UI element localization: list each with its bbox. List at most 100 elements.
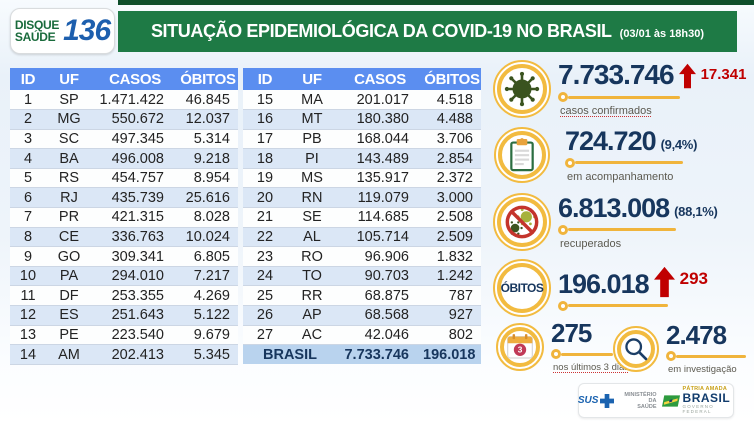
stat-em-acompanhamento: 724.720 (9,4%) em acompanhamento [494, 127, 697, 183]
table-cell: 13 [10, 325, 46, 346]
table-cell: 21 [243, 207, 287, 228]
investigation-label: em investigação [668, 364, 737, 375]
stat-obitos: ÓBITOS 196.018 293 [493, 259, 708, 317]
obitos-circle-label: ÓBITOS [500, 281, 544, 295]
table-cell: PE [46, 325, 92, 346]
table-cell: 4.488 [423, 109, 481, 130]
column-header-obitos: ÓBITOS [423, 68, 481, 90]
table-cell: SP [46, 90, 92, 111]
table-cell: 253.355 [92, 285, 178, 307]
table-row: 7 PR 421.315 8.028 [10, 207, 238, 228]
table-row: 11 DF 253.355 4.269 [10, 285, 238, 307]
logo-line2: SAÚDE [14, 30, 56, 44]
update-timestamp: (03/01 às 18h30) [619, 27, 705, 40]
table-cell: 8.028 [178, 207, 238, 228]
table-cell: RR [287, 285, 337, 307]
clipboard-icon [510, 138, 534, 172]
table-cell: RO [287, 246, 337, 267]
table-cell: 11 [10, 285, 46, 307]
underline-rule [551, 349, 629, 359]
table-cell: 119.079 [337, 187, 423, 209]
table-cell: 421.315 [92, 207, 178, 228]
government-logos-bar: SUS MINISTÉRIO DA SAÚDE PÁTRIA AMADA BRA… [578, 383, 734, 418]
underline-rule [558, 224, 718, 235]
confirmed-value: 7.733.746 [558, 59, 675, 90]
table-cell: 2.372 [423, 168, 481, 189]
brasil-total-row: BRASIL 7.733.746 196.018 [243, 344, 481, 365]
table-cell: 16 [243, 109, 287, 130]
state-table-right: ID UF CASOS ÓBITOS 15 MA 201.017 4.518 16 MT 1… [243, 68, 481, 365]
table-cell: AP [287, 305, 337, 326]
table-cell: SE [287, 207, 337, 228]
table-cell: 2.508 [423, 207, 481, 228]
virus-icon-ring [493, 60, 551, 118]
deaths-value: 196.018 [558, 268, 650, 299]
table-cell: 27 [243, 325, 287, 346]
table-row: 6 RJ 435.739 25.616 [10, 187, 238, 209]
table-row: 12 ES 251.643 5.122 [10, 305, 238, 326]
table-cell: 550.672 [92, 109, 178, 130]
table-cell: RJ [46, 187, 92, 209]
table-row: 24 TO 90.703 1.242 [243, 266, 481, 287]
table-cell: MA [287, 90, 337, 111]
table-cell: 12 [10, 305, 46, 326]
table-cell: PA [46, 266, 92, 287]
table-cell: 5.122 [178, 305, 238, 326]
table-row: 14 AM 202.413 5.345 [10, 344, 238, 365]
deaths-delta: 293 [679, 268, 708, 288]
no-virus-icon [505, 205, 539, 239]
state-table-left: ID UF CASOS ÓBITOS 1 SP 1.471.422 46.845 2 MG… [10, 68, 238, 365]
recovered-label: recuperados [560, 237, 622, 250]
underline-rule [666, 351, 746, 361]
table-row: 19 MS 135.917 2.372 [243, 168, 481, 189]
table-cell: 20 [243, 187, 287, 209]
brasil-label: BRASIL [682, 391, 731, 406]
ministry-label: MINISTÉRIO DA SAÚDE [624, 392, 656, 410]
patria-amada-label: PÁTRIA AMADA [682, 385, 727, 392]
table-row: 10 PA 294.010 7.217 [10, 266, 238, 287]
table-cell: 180.380 [337, 109, 423, 130]
table-cell: PB [287, 129, 337, 150]
table-cell: PR [46, 207, 92, 228]
table-cell: ES [46, 305, 92, 326]
table-header-row: ID UF CASOS ÓBITOS [10, 68, 238, 90]
table-row: 2 MG 550.672 12.037 [10, 109, 238, 130]
patria-amada-brasil-logo: PÁTRIA AMADA BRASIL GOVERNO FEDERAL [661, 385, 735, 415]
last3days-value: 275 [551, 318, 592, 348]
table-row: 16 MT 180.380 4.488 [243, 109, 481, 130]
table-cell: 42.046 [337, 325, 423, 346]
table-row: 27 AC 42.046 802 [243, 325, 481, 346]
table-row: 20 RN 119.079 3.000 [243, 187, 481, 209]
table-cell: MG [46, 109, 92, 130]
up-arrow-icon [653, 266, 675, 297]
sus-cross-icon [600, 393, 615, 408]
table-cell: 251.643 [92, 305, 178, 326]
table-cell: RS [46, 168, 92, 189]
table-cell: 927 [423, 305, 481, 326]
table-cell: 18 [243, 148, 287, 169]
monitoring-value: 724.720 [565, 125, 657, 156]
table-cell: GO [46, 246, 92, 267]
table-cell: 454.757 [92, 168, 178, 189]
table-row: 5 RS 454.757 8.954 [10, 168, 238, 189]
column-header-id: ID [243, 68, 287, 90]
table-cell: 7.217 [178, 266, 238, 287]
table-cell: 8.954 [178, 168, 238, 189]
table-cell: 309.341 [92, 246, 178, 267]
column-header-obitos: ÓBITOS [178, 68, 238, 90]
table-cell: 46.845 [178, 90, 238, 111]
table-cell: RN [287, 187, 337, 209]
table-cell: 1.832 [423, 246, 481, 267]
total-obitos: 196.018 [423, 344, 481, 365]
investigation-value: 2.478 [666, 320, 727, 350]
sus-logo: SUS [577, 393, 615, 408]
obitos-circle-ring: ÓBITOS [493, 259, 551, 317]
table-cell: PI [287, 148, 337, 169]
column-header-casos: CASOS [337, 68, 423, 90]
table-cell: 105.714 [337, 227, 423, 248]
table-cell: 5.345 [178, 344, 238, 365]
disque-saude-136-logo: DISQUE SAÚDE 136 [10, 8, 115, 54]
logo-number-136: 136 [63, 14, 111, 47]
total-casos: 7.733.746 [337, 344, 423, 365]
sus-label: SUS [577, 395, 599, 406]
